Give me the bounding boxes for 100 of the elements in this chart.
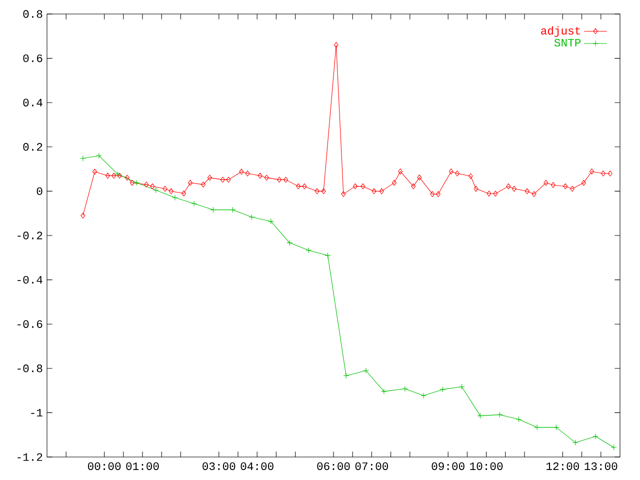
point (430, 191, 435, 198)
y-tick-label: 0.8 (23, 10, 42, 18)
point (553, 424, 560, 430)
point (321, 188, 326, 194)
point (245, 170, 250, 176)
point (324, 252, 331, 258)
point (302, 183, 307, 190)
y-tick-label: -1 (31, 408, 42, 416)
point (420, 392, 427, 399)
point (258, 172, 262, 179)
point (134, 180, 140, 186)
point (477, 412, 484, 419)
point (581, 180, 586, 186)
point (144, 182, 149, 188)
point (589, 168, 594, 174)
point (363, 368, 369, 374)
point (188, 180, 193, 186)
point (181, 190, 186, 196)
point (592, 433, 598, 440)
point (512, 186, 516, 192)
point (168, 188, 174, 194)
y-tick-label: 0 (36, 187, 42, 196)
point (112, 172, 116, 179)
point (532, 191, 536, 198)
point (268, 218, 274, 224)
x-tick-label: 04:00 (240, 462, 274, 470)
point (220, 176, 225, 183)
point (372, 188, 376, 194)
point (544, 180, 548, 186)
point (334, 42, 338, 48)
point (152, 187, 159, 194)
point (248, 214, 255, 220)
point (114, 171, 121, 178)
point (563, 183, 568, 190)
point (436, 191, 440, 198)
point (80, 155, 86, 162)
point (398, 168, 403, 174)
point (226, 176, 231, 183)
point (486, 190, 492, 197)
point (286, 240, 293, 246)
point (283, 176, 288, 183)
x-tick-label: 01:00 (126, 462, 159, 470)
x-tick-label: 07:00 (355, 462, 388, 470)
y-tick-label: -0.2 (18, 232, 42, 240)
point (380, 388, 387, 394)
point (417, 174, 422, 180)
point (200, 182, 206, 188)
point (130, 180, 134, 186)
x-tick-label: 06:00 (317, 462, 350, 470)
point (474, 186, 478, 192)
point (207, 174, 212, 181)
point (162, 186, 168, 192)
point (210, 206, 216, 213)
point (468, 173, 473, 180)
point (117, 172, 122, 179)
x-tick-label: 12:00 (546, 462, 579, 470)
point (80, 212, 86, 219)
point (392, 180, 397, 186)
y-tick-label: -1.2 (18, 453, 42, 461)
point (341, 191, 346, 198)
point (458, 384, 465, 390)
point (440, 386, 446, 392)
point (105, 172, 110, 179)
y-tick-label: -0.4 (18, 276, 42, 284)
point (379, 188, 384, 194)
point (172, 194, 178, 201)
point (493, 190, 498, 197)
point (306, 247, 312, 254)
point (150, 183, 155, 190)
point (191, 200, 198, 207)
x-tick-label: 10:00 (470, 462, 503, 470)
y-tick-label: -0.8 (18, 364, 42, 372)
point (296, 183, 301, 190)
point (92, 168, 98, 175)
y-tick-label: -0.6 (18, 320, 42, 328)
point (96, 152, 102, 159)
y-tick-label: 0.6 (23, 54, 42, 62)
point (230, 206, 236, 213)
x-tick-label: 00:00 (88, 462, 121, 470)
point (572, 440, 578, 446)
point (124, 174, 130, 181)
point (506, 183, 511, 190)
y-tick-label: 0.2 (23, 143, 42, 151)
point (608, 170, 612, 176)
point (524, 188, 530, 194)
point (353, 183, 358, 190)
x-tick-label: 09:00 (432, 462, 464, 470)
point (448, 168, 454, 174)
point (496, 412, 503, 418)
point (570, 186, 575, 192)
point (264, 174, 269, 181)
legend-label: SNTP (554, 38, 581, 47)
point (314, 188, 320, 194)
point (534, 424, 540, 430)
y-tick-label: 0.4 (23, 98, 42, 106)
point (411, 183, 416, 190)
point (610, 444, 617, 450)
point (360, 183, 366, 190)
x-tick-label: 03:00 (202, 462, 236, 470)
legend-label: adjust (541, 26, 580, 37)
